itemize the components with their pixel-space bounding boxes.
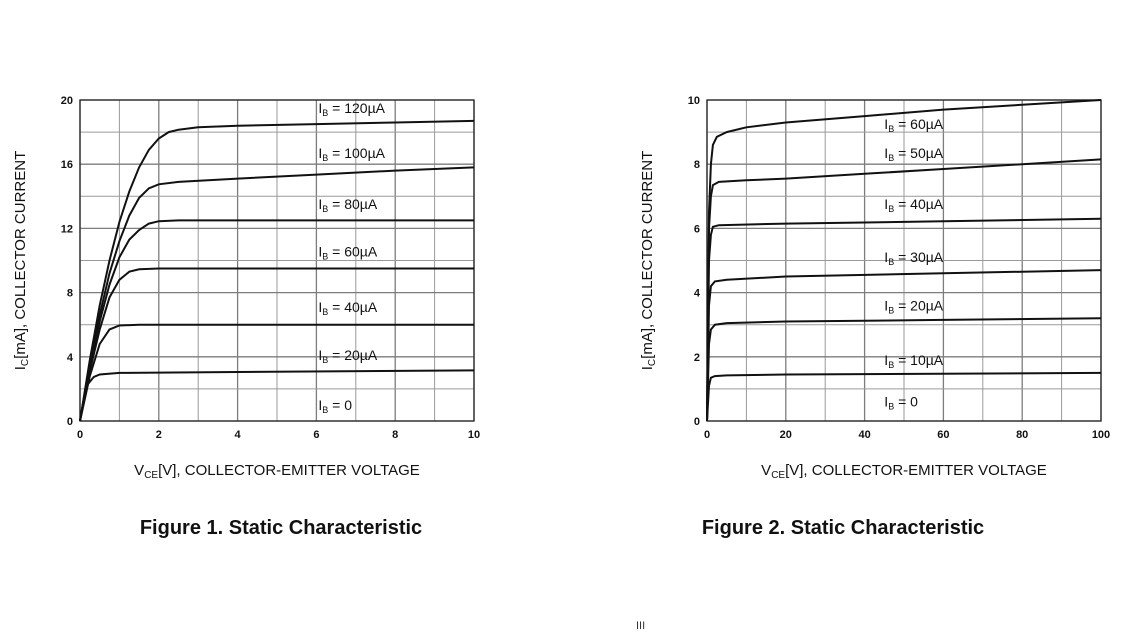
series-curve bbox=[706, 217, 1102, 422]
series-label: IB = 0 bbox=[884, 394, 918, 412]
series-label: IB = 30µA bbox=[884, 249, 944, 267]
x-tick-label: 10 bbox=[468, 429, 480, 441]
figure-1-caption: Figure 1. Static Characteristic bbox=[139, 517, 423, 539]
series-label: IB = 10µA bbox=[884, 352, 944, 370]
figure-2-caption: Figure 2. Static Characteristic bbox=[701, 517, 985, 539]
x-tick-label: 0 bbox=[77, 429, 83, 441]
x-tick-label: 6 bbox=[313, 429, 319, 441]
series-curve bbox=[706, 269, 1102, 422]
series-label: IB = 40µA bbox=[884, 196, 944, 214]
figure-2: 0 20 40 60 80 100 0 2 4 6 8 10 VCE[V], COLLECTOR-EMI… bbox=[562, 0, 1124, 632]
y-tick-label: 12 bbox=[61, 223, 73, 235]
y-tick-label: 20 bbox=[61, 95, 73, 107]
series-curve bbox=[79, 323, 474, 422]
series-label: IB = 0 bbox=[318, 397, 352, 415]
figure-1: 0 2 4 6 8 10 0 4 8 12 16 20 VCE[V], COLLECTOR-EMITTE… bbox=[12, 95, 480, 539]
series-label: IB = 20µA bbox=[884, 297, 944, 315]
x-axis-title: VCE[V], COLLECTOR-EMITTER VOLTAGE bbox=[761, 462, 1047, 481]
series-label: IB = 60µA bbox=[318, 243, 378, 261]
series-label: IB = 80µA bbox=[318, 196, 378, 214]
series-curve bbox=[706, 371, 1102, 422]
chart-1-plot: 0 2 4 6 8 10 0 4 8 12 16 20 VCE[V], COLLECTOR-EMITTE… bbox=[12, 95, 480, 481]
y-tick-label: 8 bbox=[694, 159, 700, 171]
series-label: IB = 40µA bbox=[318, 299, 378, 317]
y-tick-label: 6 bbox=[694, 223, 700, 235]
x-tick-label: 4 bbox=[235, 429, 242, 441]
y-tick-label: 10 bbox=[688, 95, 700, 107]
x-tick-label: 0 bbox=[704, 429, 710, 441]
x-tick-label: 40 bbox=[858, 429, 870, 441]
y-tick-label: 4 bbox=[67, 352, 74, 364]
y-tick-label: 16 bbox=[61, 159, 73, 171]
x-tick-label: 80 bbox=[1016, 429, 1028, 441]
y-axis-title: IC[mA], COLLECTOR CURRENT bbox=[12, 151, 31, 371]
x-tick-label: 2 bbox=[156, 429, 162, 441]
series-curve bbox=[79, 119, 475, 422]
y-tick-label: 2 bbox=[694, 352, 700, 364]
y-axis-title: IC[mA], COLLECTOR CURRENT bbox=[639, 151, 658, 371]
series-curve bbox=[79, 219, 474, 422]
plot-frame bbox=[706, 99, 1102, 422]
x-tick-label: 100 bbox=[1092, 429, 1110, 441]
y-tick-label: 0 bbox=[694, 416, 700, 428]
plot-frame bbox=[79, 99, 475, 422]
x-tick-label: 8 bbox=[392, 429, 398, 441]
x-tick-label: 60 bbox=[937, 429, 949, 441]
series-curve bbox=[706, 317, 1102, 422]
y-tick-label: 8 bbox=[67, 288, 73, 300]
y-tick-label: 4 bbox=[694, 288, 701, 300]
series-curve bbox=[79, 369, 475, 422]
page-footer-mark: III bbox=[636, 620, 646, 632]
x-axis-title: VCE[V], COLLECTOR-EMITTER VOLTAGE bbox=[134, 462, 420, 481]
series-label: IB = 120µA bbox=[318, 100, 385, 118]
series-curve bbox=[79, 267, 474, 422]
series-label: IB = 20µA bbox=[318, 347, 378, 365]
series-label: IB = 60µA bbox=[884, 116, 944, 134]
x-tick-label: 20 bbox=[780, 429, 792, 441]
series-label: IB = 100µA bbox=[318, 145, 385, 163]
y-tick-label: 0 bbox=[67, 416, 73, 428]
series-label: IB = 50µA bbox=[884, 145, 944, 163]
series-curve bbox=[706, 158, 1102, 422]
chart-2-plot: 0 20 40 60 80 100 0 2 4 6 8 10 VCE[V], COLLECTOR-EMI… bbox=[639, 95, 1110, 481]
series-curve bbox=[79, 166, 475, 422]
series-curve bbox=[706, 99, 1102, 422]
